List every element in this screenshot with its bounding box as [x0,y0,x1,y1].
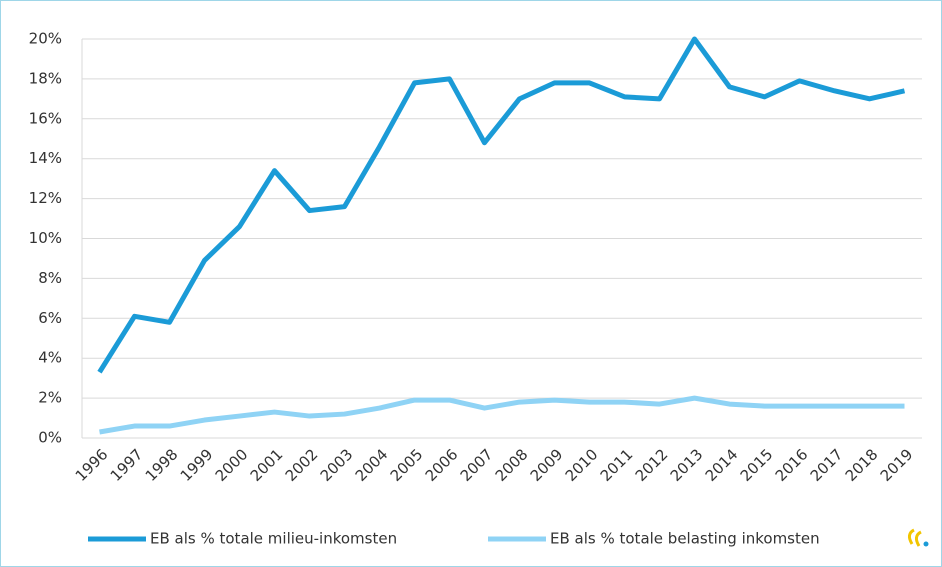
series-line [97,36,906,374]
y-tick-label: 8% [38,269,62,287]
logo [907,528,929,547]
x-tick-label: 2016 [772,445,812,485]
y-tick-label: 4% [38,349,62,367]
x-tick-label: 2018 [842,445,882,485]
y-tick-label: 14% [29,149,62,167]
x-tick-label: 2007 [457,445,497,485]
y-tick-label: 12% [29,189,62,207]
y-tick-label: 10% [29,229,62,247]
y-tick-label: 16% [29,109,62,127]
x-tick-label: 2019 [877,445,917,485]
y-tick-label: 20% [29,30,62,48]
x-tick-label: 2012 [632,445,672,485]
x-tick-label: 1999 [177,445,217,485]
y-tick-label: 0% [38,429,62,447]
x-tick-label: 2008 [492,445,532,485]
legend-label: EB als % totale milieu-inkomsten [150,530,397,548]
y-tick-label: 6% [38,309,62,327]
x-tick-label: 2000 [212,445,252,485]
x-tick-label: 2013 [667,445,707,485]
x-tick-label: 1996 [72,445,112,485]
x-tick-label: 2006 [422,445,462,485]
x-tick-label: 2001 [247,445,287,485]
x-tick-label: 2002 [282,445,322,485]
x-tick-label: 2017 [807,445,847,485]
x-tick-label: 2003 [317,445,357,485]
x-tick-label: 2014 [702,445,742,485]
x-tick-label: 1998 [142,445,182,485]
series-line [99,395,905,435]
y-tick-label: 18% [29,69,62,87]
y-tick-label: 2% [38,389,62,407]
x-tick-label: 2011 [597,445,637,485]
x-tick-label: 2010 [562,445,602,485]
x-tick-label: 2005 [387,445,427,485]
x-tick-label: 2004 [352,445,392,485]
x-tick-label: 2009 [527,445,567,485]
x-tick-label: 2015 [737,445,777,485]
x-tick-label: 1997 [107,445,147,485]
legend-label: EB als % totale belasting inkomsten [550,530,820,548]
